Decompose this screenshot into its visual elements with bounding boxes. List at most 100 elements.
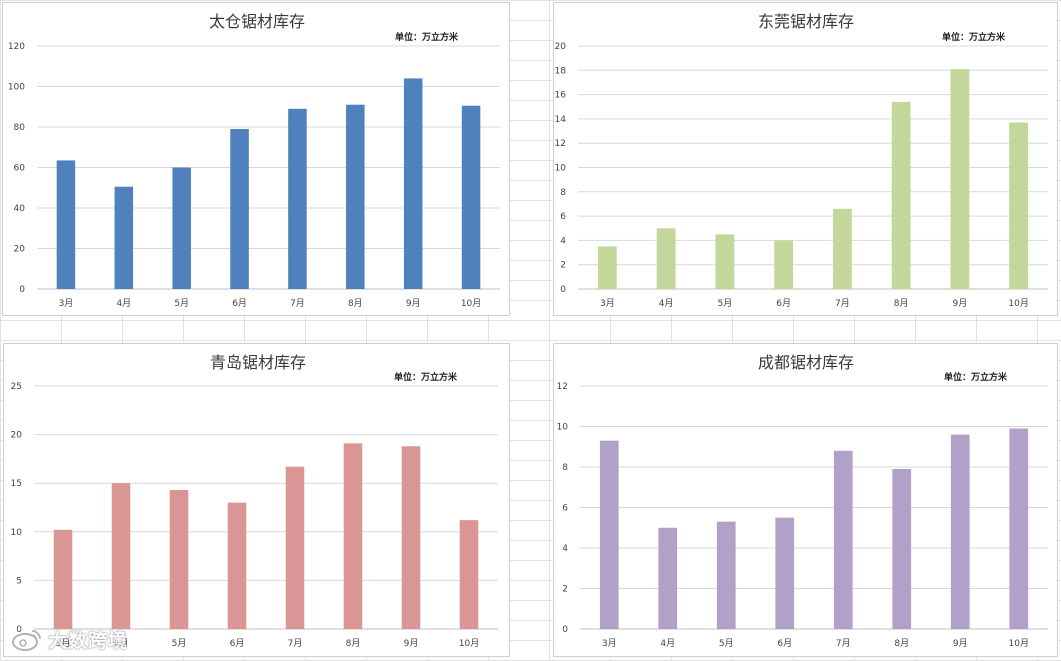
y-tick-label: 12 [555,139,566,149]
x-category-label: 3月 [56,638,71,649]
y-tick-label: 25 [11,382,22,392]
y-tick-label: 16 [555,91,567,101]
chart-title: 太仓锯材库存 [209,12,305,31]
y-tick-label: 20 [11,431,23,441]
y-tick-label: 8 [562,463,568,473]
x-category-label: 9月 [404,638,419,649]
bar [343,443,363,629]
bar [656,228,676,289]
x-category-label: 10月 [1008,298,1028,309]
bar [833,450,853,629]
x-category-label: 7月 [835,298,850,309]
y-tick-label: 0 [562,625,568,635]
bar [715,234,735,289]
y-tick-label: 60 [14,164,26,174]
unit-note: 单位：万立方米 [942,31,1006,43]
x-category-label: 10月 [461,298,481,309]
x-category-label: 7月 [290,298,305,309]
y-tick-label: 120 [8,42,25,52]
x-category-label: 5月 [174,298,189,309]
x-category-label: 6月 [777,638,792,649]
bar [169,490,189,629]
y-tick-label: 20 [555,42,567,52]
y-tick-label: 10 [557,423,569,433]
bar [53,529,73,629]
bar [891,101,911,289]
y-tick-label: 2 [562,585,568,595]
bar [461,105,481,289]
bar [599,440,619,629]
bar [950,434,970,629]
chart-title: 青岛锯材库存 [210,353,306,372]
y-tick-label: 4 [562,544,568,554]
y-tick-label: 2 [560,261,566,271]
y-tick-label: 4 [560,236,566,246]
watermark: 大数跨境 [10,626,128,653]
chart-title: 东莞锯材库存 [758,12,854,31]
bar [1009,428,1029,629]
bar [56,160,76,289]
bar [716,521,736,629]
bar [114,186,134,289]
x-category-label: 10月 [1009,638,1029,649]
bar [597,246,617,289]
unit-note: 单位：万立方米 [394,371,458,383]
bar [230,129,249,289]
x-category-label: 8月 [346,638,361,649]
x-category-label: 7月 [836,638,851,649]
chart-title: 成都锯材库存 [758,353,854,372]
bar [950,69,970,290]
y-tick-label: 6 [560,212,566,222]
x-category-label: 3月 [602,638,617,649]
y-tick-label: 0 [16,625,22,635]
x-category-label: 3月 [59,298,74,309]
x-category-label: 9月 [406,298,421,309]
x-category-label: 4月 [659,298,674,309]
unit-note: 单位：万立方米 [944,371,1008,383]
x-category-label: 5月 [718,298,733,309]
weibo-logo-icon [12,629,41,651]
y-tick-label: 20 [14,245,26,255]
x-category-label: 8月 [348,298,363,309]
y-tick-label: 80 [14,123,26,133]
x-category-label: 5月 [719,638,734,649]
x-category-label: 4月 [114,638,129,649]
x-category-label: 6月 [776,298,791,309]
x-category-label: 3月 [600,298,615,309]
y-tick-label: 14 [555,115,567,125]
bar [775,517,795,629]
bar [1009,122,1029,289]
y-tick-label: 10 [555,164,567,174]
chart-panel-qingdao: 青岛锯材库存 单位：万立方米 0 5 10 15 20 25 3月 4月 5月 6月 7月 8月 9月 10月 [3,343,510,657]
y-tick-label: 100 [8,83,25,93]
y-tick-label: 0 [19,285,25,295]
bar [227,502,247,629]
x-category-label: 9月 [953,298,968,309]
y-tick-label: 40 [14,204,26,214]
bar [774,240,794,289]
chart-panel-dongguan: 东莞锯材库存 单位：万立方米 0 2 4 6 8 10 12 14 16 18 20 3月 4月 5月 6月 7月… [553,2,1058,316]
bar [111,483,131,629]
bar [172,167,191,289]
bar [892,469,912,629]
chart-panel-chengdu: 成都锯材库存 单位：万立方米 0 2 4 6 8 10 12 3月 4月 5月 6月 7月 8月 9月 10月 [553,343,1058,657]
bar [832,208,852,289]
x-category-label: 6月 [230,638,245,649]
y-tick-label: 5 [16,576,22,586]
x-category-label: 8月 [894,638,909,649]
y-tick-label: 6 [562,504,568,514]
bar [459,520,479,629]
y-tick-label: 10 [11,528,23,538]
y-tick-label: 8 [560,188,566,198]
bar [285,466,305,629]
x-category-label: 4月 [660,638,675,649]
x-category-label: 6月 [232,298,247,309]
watermark-text: 大数跨境 [48,630,129,652]
bar [346,104,365,289]
chart-panel-taicang: 太仓锯材库存 单位：万立方米 0 20 40 60 80 100 120 3月 4月 5月 6月 7月 8月… [2,2,510,316]
y-tick-label: 12 [557,382,568,392]
